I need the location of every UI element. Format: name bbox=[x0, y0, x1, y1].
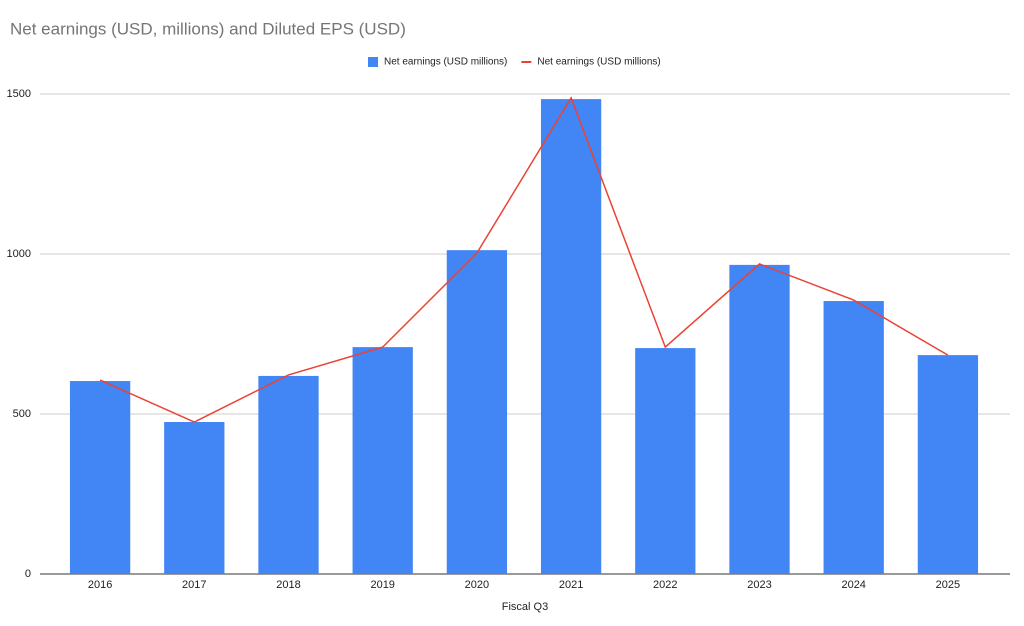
x-axis-label: Fiscal Q3 bbox=[502, 601, 548, 613]
y-tick-label: 0 bbox=[25, 568, 31, 580]
y-tick-label: 1000 bbox=[7, 248, 31, 260]
bar bbox=[446, 250, 508, 574]
bar bbox=[258, 375, 319, 574]
bar bbox=[729, 264, 790, 574]
bar bbox=[69, 381, 131, 574]
legend-label: Net earnings (USD millions) bbox=[537, 57, 660, 68]
x-tick-label: 2019 bbox=[370, 579, 394, 591]
bar bbox=[917, 355, 979, 574]
bar bbox=[635, 348, 696, 574]
y-tick-label: 500 bbox=[13, 408, 31, 420]
line bbox=[99, 96, 949, 423]
x-tick-label: 2024 bbox=[841, 579, 865, 591]
bar bbox=[164, 422, 225, 574]
y-tick-label: 1500 bbox=[7, 88, 31, 100]
chart-title: Net earnings (USD, millions) and Diluted… bbox=[10, 19, 406, 38]
bar bbox=[540, 99, 602, 575]
x-tick-label: 2016 bbox=[88, 579, 112, 591]
x-tick-label: 2021 bbox=[559, 579, 583, 591]
x-tick-label: 2020 bbox=[465, 579, 489, 591]
x-tick-label: 2018 bbox=[276, 579, 300, 591]
bar bbox=[823, 301, 884, 574]
legend-swatch bbox=[368, 57, 378, 67]
x-tick-label: 2025 bbox=[936, 579, 960, 591]
x-tick-label: 2022 bbox=[653, 579, 677, 591]
legend-label: Net earnings (USD millions) bbox=[384, 57, 507, 68]
x-tick-label: 2017 bbox=[182, 579, 206, 591]
bar bbox=[352, 347, 413, 574]
x-tick-label: 2023 bbox=[747, 579, 771, 591]
